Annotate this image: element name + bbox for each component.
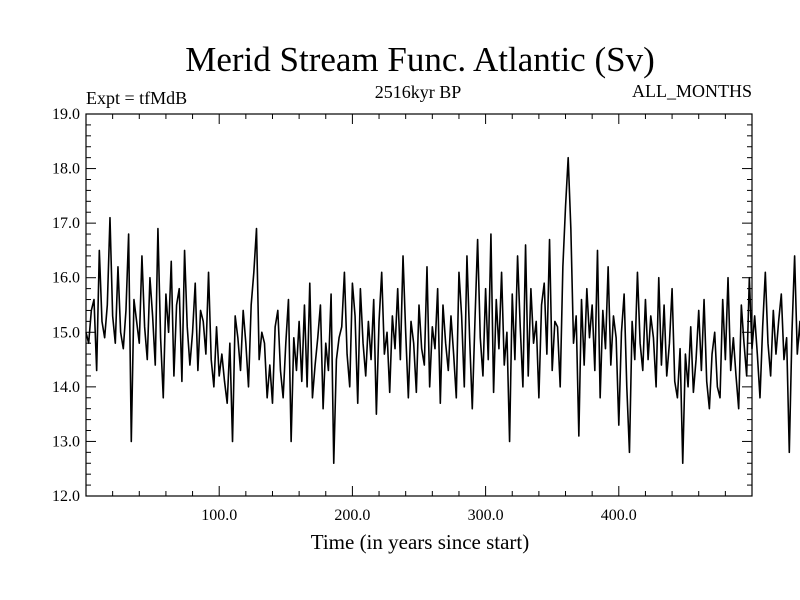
axes-group: 12.0 13.0 14.0 15.0 16.0 17.0 18.0 19.0 100.0 200… [52, 106, 752, 524]
y-tick-label: 12.0 [52, 488, 80, 505]
x-tick-label: 300.0 [468, 507, 504, 524]
period-label: 2516kyr BP [375, 82, 462, 102]
chart-title: Merid Stream Func. Atlantic (Sv) [185, 40, 655, 79]
x-tick-label: 400.0 [601, 507, 637, 524]
y-tick-label: 15.0 [52, 324, 80, 341]
y-tick-label: 19.0 [52, 106, 80, 123]
plot-frame [85, 113, 753, 497]
y-tick-label: 13.0 [52, 433, 80, 450]
y-tick-label: 14.0 [52, 379, 80, 396]
x-tick-label: 100.0 [201, 507, 237, 524]
x-axis-label: Time (in years since start) [311, 530, 530, 554]
y-tick-label: 18.0 [52, 161, 80, 178]
y-tick-label: 17.0 [52, 215, 80, 232]
series-line [85, 156, 800, 465]
experiment-label: Expt = tfMdB [86, 88, 187, 108]
months-label: ALL_MONTHS [632, 81, 752, 101]
y-tick-label: 16.0 [52, 270, 80, 287]
series-group [85, 156, 800, 465]
x-tick-label: 200.0 [334, 507, 370, 524]
